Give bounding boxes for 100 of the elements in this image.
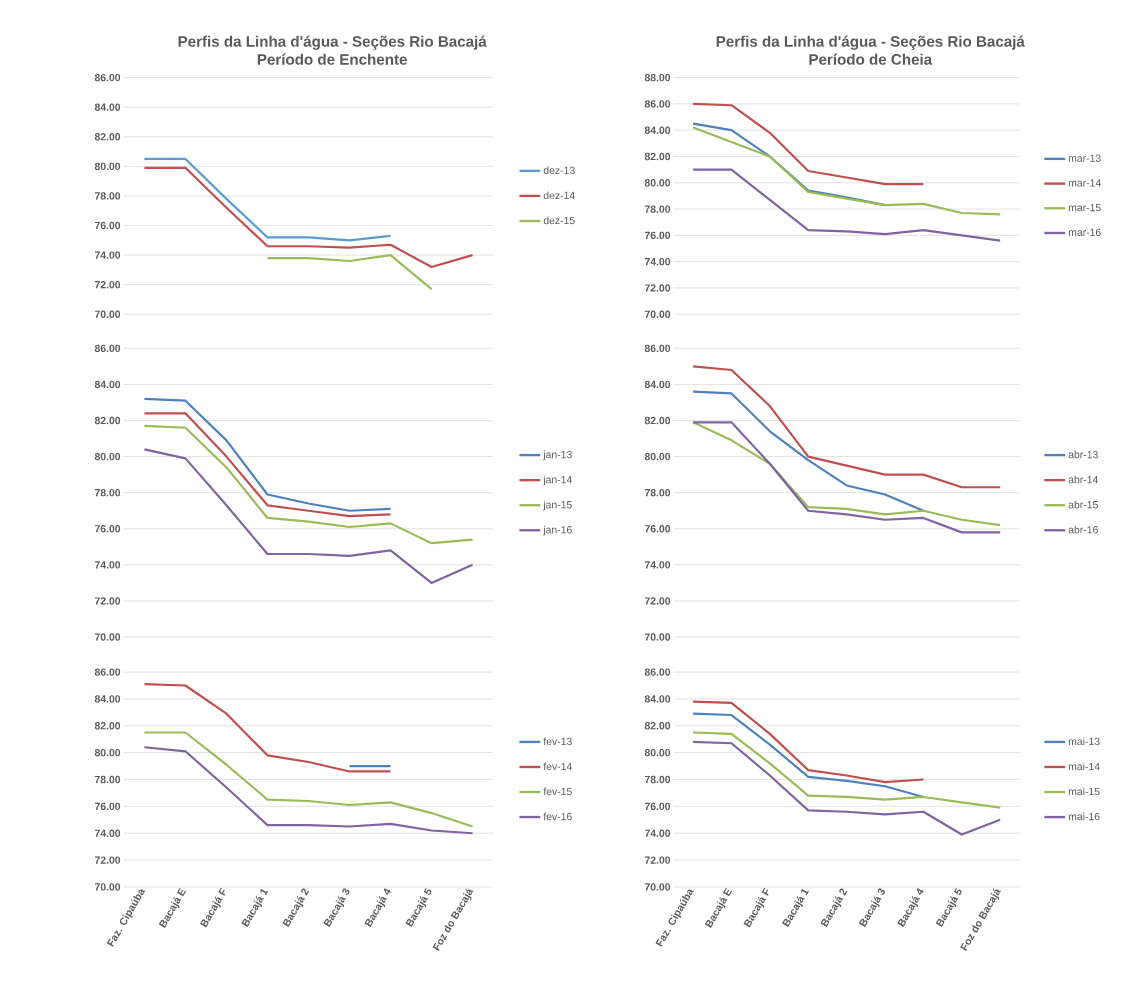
y-tick-label: 84.00: [644, 380, 671, 388]
y-tick-label: 78.00: [94, 775, 121, 783]
line-series: [143, 166, 474, 268]
legend-label: mai-13: [1068, 737, 1100, 745]
y-tick-label: 76.00: [644, 802, 671, 810]
y-tick-label: 84.00: [644, 126, 671, 134]
line-series: [143, 157, 392, 242]
y-tick-label: 74.00: [94, 560, 121, 569]
y-tick-label: 76.00: [94, 802, 121, 810]
y-tick-label: 72.00: [644, 284, 671, 292]
legend-label: mai-14: [1068, 762, 1100, 770]
line-series: [143, 731, 474, 828]
legend-label: fev-16: [543, 812, 572, 820]
legend-label: mai-16: [1068, 812, 1100, 821]
line-series: [143, 745, 474, 835]
y-tick-label: 82.00: [94, 721, 121, 730]
legend-label: fev-13: [543, 737, 572, 745]
y-tick-label: 82.00: [94, 132, 121, 141]
y-tick-label: 70.00: [644, 633, 671, 641]
y-tick-label: 80.00: [94, 748, 121, 757]
y-tick-label: 72.00: [644, 856, 671, 864]
y-tick-label: 84.00: [94, 103, 121, 111]
y-tick-label: 74.00: [94, 829, 121, 837]
y-tick-label: 72.00: [94, 597, 121, 605]
y-tick-label: 70.00: [644, 310, 671, 318]
y-tick-label: 82.00: [644, 416, 671, 424]
legend-label: abr-16: [1068, 525, 1098, 534]
y-tick-label: 86.00: [644, 344, 671, 352]
y-tick-label: 80.00: [644, 178, 671, 187]
y-tick-label: 70.00: [644, 883, 671, 891]
y-tick-label: 82.00: [644, 152, 671, 160]
line-series: [691, 168, 1002, 242]
y-tick-label: 76.00: [644, 231, 671, 239]
legend-label: mar-13: [1068, 154, 1101, 162]
legend-label: jan-15: [543, 500, 572, 511]
y-tick-label: 74.00: [94, 251, 121, 259]
y-tick-label: 72.00: [94, 856, 121, 864]
y-tick-label: 82.00: [94, 416, 121, 424]
y-tick-label: 76.00: [94, 524, 121, 533]
chart-subtitle: Período de Enchente: [257, 53, 407, 65]
y-tick-label: 86.00: [94, 344, 121, 352]
line-series: [143, 397, 392, 512]
y-tick-label: 78.00: [644, 205, 671, 213]
legend-label: dez-15: [543, 216, 575, 224]
y-tick-label: 80.00: [94, 452, 121, 461]
y-tick-label: 86.00: [94, 668, 121, 676]
line-series: [691, 731, 1002, 809]
y-tick-label: 74.00: [644, 257, 671, 266]
y-tick-label: 78.00: [94, 192, 121, 200]
y-tick-label: 74.00: [644, 829, 671, 837]
y-tick-label: 70.00: [94, 310, 121, 318]
y-tick-label: 72.00: [644, 597, 671, 605]
legend-label: fev-14: [543, 762, 572, 770]
legend-label: mar-14: [1068, 179, 1101, 187]
y-tick-label: 70.00: [94, 633, 121, 641]
line-series: [691, 390, 925, 512]
line-series: [691, 740, 1002, 836]
line-series: [143, 448, 474, 584]
line-series: [691, 700, 925, 784]
y-tick-label: 80.00: [644, 452, 671, 461]
legend-label: jan-14: [543, 475, 572, 486]
legend-label: abr-14: [1068, 475, 1098, 484]
line-series: [143, 411, 392, 517]
y-tick-label: 86.00: [644, 99, 671, 108]
legend-label: mai-15: [1068, 787, 1100, 795]
y-tick-label: 84.00: [644, 695, 671, 703]
y-tick-label: 84.00: [94, 380, 121, 388]
y-tick-label: 80.00: [94, 162, 121, 170]
y-tick-label: 84.00: [94, 695, 121, 703]
legend-label: mar-15: [1068, 203, 1101, 212]
legend-label: fev-15: [543, 787, 572, 795]
legend-label: abr-13: [1068, 450, 1098, 459]
legend-label: jan-13: [543, 450, 572, 461]
y-tick-label: 76.00: [94, 221, 121, 229]
chart-title: Perfis da Linha d'água - Seções Rio Bacajá: [178, 35, 487, 50]
line-series: [691, 126, 1002, 216]
y-tick-label: 86.00: [644, 668, 671, 676]
y-tick-label: 76.00: [644, 524, 671, 533]
y-tick-label: 86.00: [94, 73, 121, 82]
y-tick-label: 80.00: [644, 748, 671, 757]
chart-title: Perfis da Linha d'água - Seções Rio Bacajá: [716, 35, 1025, 50]
y-tick-label: 72.00: [94, 280, 121, 289]
line-series: [266, 253, 433, 290]
line-series: [143, 424, 474, 545]
y-tick-label: 88.00: [644, 73, 671, 82]
legend-label: mar-16: [1068, 228, 1101, 236]
line-series: [691, 102, 925, 185]
y-tick-label: 74.00: [644, 560, 671, 569]
legend-label: abr-15: [1068, 500, 1098, 509]
legend-label: dez-13: [543, 166, 575, 174]
line-series: [691, 365, 1002, 489]
y-tick-label: 82.00: [644, 721, 671, 730]
y-tick-label: 78.00: [644, 775, 671, 783]
y-tick-label: 78.00: [644, 488, 671, 497]
legend-label: dez-14: [543, 191, 575, 199]
legend-label: jan-16: [543, 525, 572, 536]
line-series: [691, 712, 925, 798]
line-series: [143, 682, 392, 773]
y-tick-label: 78.00: [94, 488, 121, 497]
y-tick-label: 70.00: [94, 883, 121, 891]
